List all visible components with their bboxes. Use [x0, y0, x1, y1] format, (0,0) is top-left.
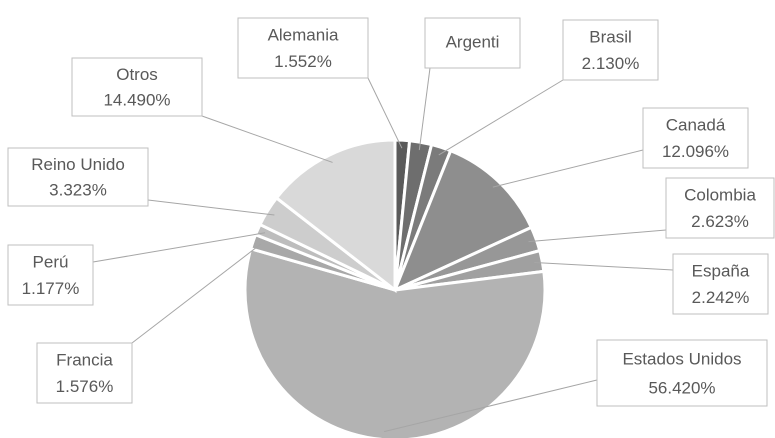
label-box — [562, 19, 659, 81]
category-label: Francia — [56, 350, 113, 369]
category-label: Argenti — [446, 32, 500, 51]
label-box — [7, 244, 94, 306]
leader-line — [131, 243, 261, 344]
value-label: 2.130% — [582, 54, 640, 73]
category-label: Estados Unidos — [622, 349, 741, 368]
pie-slice — [274, 138, 397, 294]
leader-line — [492, 149, 644, 188]
value-label: 3.323% — [49, 180, 107, 199]
value-label: 14.490% — [103, 90, 170, 109]
leader-line — [418, 67, 431, 151]
category-label: España — [692, 261, 750, 280]
leader-line — [367, 77, 403, 149]
value-label: 1.177% — [22, 279, 80, 298]
category-label: Alemania — [268, 25, 339, 44]
value-label: 2.623% — [691, 212, 749, 231]
label-box — [36, 342, 133, 404]
label-box — [424, 17, 521, 69]
value-label: 1.576% — [56, 377, 114, 396]
leader-line — [201, 115, 333, 163]
category-label: Brasil — [589, 27, 632, 46]
category-label: Otros — [116, 65, 158, 84]
value-label: 12.096% — [662, 142, 729, 161]
label-box — [665, 177, 775, 239]
category-label: Perú — [33, 252, 69, 271]
leader-line — [534, 261, 674, 271]
leader-line — [528, 229, 667, 243]
label-box — [71, 57, 203, 117]
label-box — [596, 339, 768, 407]
label-box — [642, 107, 749, 169]
category-label: Reino Unido — [31, 155, 125, 174]
leader-line — [147, 199, 275, 216]
category-label: Canadá — [666, 115, 726, 134]
value-label: 1.552% — [274, 52, 332, 71]
leader-line — [438, 79, 564, 156]
leader-line — [92, 232, 266, 263]
value-label: 2.242% — [692, 288, 750, 307]
leader-line — [383, 379, 598, 433]
value-label: 56.420% — [648, 378, 715, 397]
label-box — [7, 147, 149, 207]
category-label: Colombia — [684, 185, 756, 204]
label-box — [672, 253, 769, 315]
label-box — [237, 17, 369, 79]
pie-slice — [243, 246, 547, 438]
